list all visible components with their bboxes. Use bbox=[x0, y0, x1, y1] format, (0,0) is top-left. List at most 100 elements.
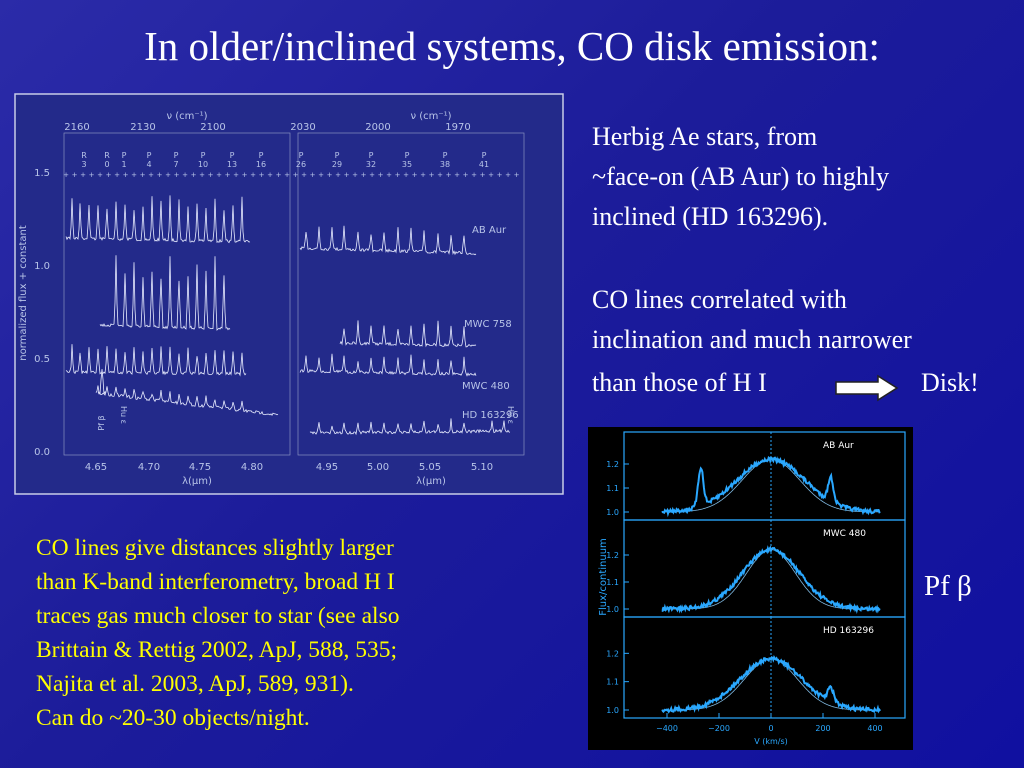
line-label: R bbox=[81, 151, 87, 160]
feature-label: Pf β bbox=[97, 415, 106, 430]
profile-curve bbox=[661, 545, 881, 615]
profile-figure: 1.2 1.1 1.0 AB Aur 1.2 1.1 1.0 MWC 480 1.2 1.1 1.0… bbox=[588, 427, 913, 750]
tick-mark: + bbox=[310, 171, 316, 179]
spectrum-label: AB Aur bbox=[472, 225, 507, 236]
spectrum-label: HD 163296 bbox=[462, 410, 519, 421]
tick-mark: + bbox=[488, 171, 494, 179]
x-tick-label: 4.75 bbox=[189, 462, 211, 473]
feature-label: Hu ε bbox=[506, 406, 515, 424]
tick-mark: + bbox=[301, 171, 307, 179]
top-axis-label: ν (cm⁻¹) bbox=[166, 111, 207, 122]
x-tick-label: 400 bbox=[867, 724, 882, 733]
tick-mark: + bbox=[225, 171, 231, 179]
spectrum bbox=[99, 255, 231, 331]
tick-mark: + bbox=[437, 171, 443, 179]
top-tick-label: 2100 bbox=[200, 122, 225, 133]
profile-curve bbox=[661, 654, 882, 714]
y-tick-label: 1.0 bbox=[34, 261, 50, 272]
tick-mark: + bbox=[97, 171, 103, 179]
tick-mark: + bbox=[369, 171, 375, 179]
tick-mark: + bbox=[446, 171, 452, 179]
profile-curve bbox=[661, 455, 881, 518]
arrow bbox=[835, 374, 899, 402]
x-tick-label: 4.95 bbox=[316, 462, 338, 473]
line-label: 29 bbox=[332, 160, 342, 169]
side-label: Pf β bbox=[924, 570, 972, 602]
body-text: CO lines correlated with bbox=[592, 285, 847, 314]
y-tick-label: 1.0 bbox=[606, 605, 619, 614]
y-axis-label: Flux/continuum bbox=[598, 538, 609, 616]
figure-bg bbox=[588, 427, 913, 750]
y-tick-label: 1.0 bbox=[606, 508, 619, 517]
line-label: P bbox=[147, 151, 152, 160]
body-text: inclination and much narrower bbox=[592, 325, 912, 354]
x-tick-label: 200 bbox=[815, 724, 830, 733]
tick-mark: + bbox=[497, 171, 503, 179]
spectrum bbox=[95, 385, 279, 416]
tick-mark: + bbox=[148, 171, 154, 179]
tick-mark: + bbox=[378, 171, 384, 179]
line-label: P bbox=[174, 151, 179, 160]
tick-mark: + bbox=[267, 171, 273, 179]
x-tick-label: 0 bbox=[768, 724, 773, 733]
x-axis-label: λ(μm) bbox=[416, 476, 446, 487]
x-tick-label: −200 bbox=[708, 724, 730, 733]
y-tick-label: 1.0 bbox=[606, 706, 619, 715]
tick-mark: + bbox=[80, 171, 86, 179]
tick-mark: + bbox=[174, 171, 180, 179]
spectrum bbox=[65, 195, 251, 244]
note-text: Brittain & Rettig 2002, ApJ, 588, 535; bbox=[36, 637, 397, 663]
spectra-figure: ν (cm⁻¹) λ(μm) ν (cm⁻¹) λ(μm) 2160 2130 2100 20… bbox=[14, 93, 564, 495]
top-tick-label: 1970 bbox=[445, 122, 470, 133]
panel-label: HD 163296 bbox=[823, 626, 874, 636]
y-tick-label: 1.5 bbox=[34, 168, 50, 179]
top-tick-label: 2130 bbox=[130, 122, 155, 133]
tick-mark: + bbox=[250, 171, 256, 179]
note-text: Najita et al. 2003, ApJ, 589, 931). bbox=[36, 671, 354, 697]
x-tick-label: 5.00 bbox=[367, 462, 389, 473]
figure-frame bbox=[14, 93, 564, 495]
top-axis-label: ν (cm⁻¹) bbox=[410, 111, 451, 122]
body-text: Disk! bbox=[921, 368, 979, 397]
tick-mark: + bbox=[514, 171, 520, 179]
x-axis-label: V (km/s) bbox=[754, 737, 788, 746]
tick-mark: + bbox=[412, 171, 418, 179]
tick-mark: + bbox=[480, 171, 486, 179]
x-axis-label: λ(μm) bbox=[182, 476, 212, 487]
y-tick-label: 1.1 bbox=[606, 578, 619, 587]
line-label: 16 bbox=[256, 160, 266, 169]
tick-mark: + bbox=[72, 171, 78, 179]
tick-mark: + bbox=[199, 171, 205, 179]
line-label: P bbox=[201, 151, 206, 160]
tick-mark: + bbox=[276, 171, 282, 179]
tick-mark: + bbox=[429, 171, 435, 179]
y-tick-label: 0.5 bbox=[34, 354, 50, 365]
line-label: R bbox=[104, 151, 110, 160]
tick-mark: + bbox=[114, 171, 120, 179]
line-label: 0 bbox=[104, 160, 109, 169]
body-text: inclined (HD 163296). bbox=[592, 202, 829, 231]
spectrum bbox=[309, 418, 511, 436]
line-label: P bbox=[335, 151, 340, 160]
line-label: P bbox=[369, 151, 374, 160]
tick-mark: + bbox=[293, 171, 299, 179]
tick-mark: + bbox=[463, 171, 469, 179]
x-tick-label: 5.05 bbox=[419, 462, 441, 473]
axes-box bbox=[297, 132, 525, 456]
note-text: Can do ~20-30 objects/night. bbox=[36, 705, 310, 731]
x-tick-label: 4.70 bbox=[138, 462, 160, 473]
tick-mark: + bbox=[208, 171, 214, 179]
x-tick-label: 5.10 bbox=[471, 462, 493, 473]
body-text: ~face-on (AB Aur) to highly bbox=[592, 162, 890, 191]
body-text: Herbig Ae stars, from bbox=[592, 122, 818, 151]
top-tick-label: 2030 bbox=[290, 122, 315, 133]
note-text: than K-band interferometry, broad H I bbox=[36, 569, 395, 595]
line-label: 26 bbox=[296, 160, 306, 169]
y-tick-label: 1.1 bbox=[606, 678, 619, 687]
y-axis-label: normalized flux + constant bbox=[18, 225, 29, 361]
line-label: P bbox=[259, 151, 264, 160]
x-tick-label: 4.80 bbox=[241, 462, 263, 473]
spectrum bbox=[97, 369, 107, 395]
tick-mark: + bbox=[165, 171, 171, 179]
tick-mark: + bbox=[284, 171, 290, 179]
